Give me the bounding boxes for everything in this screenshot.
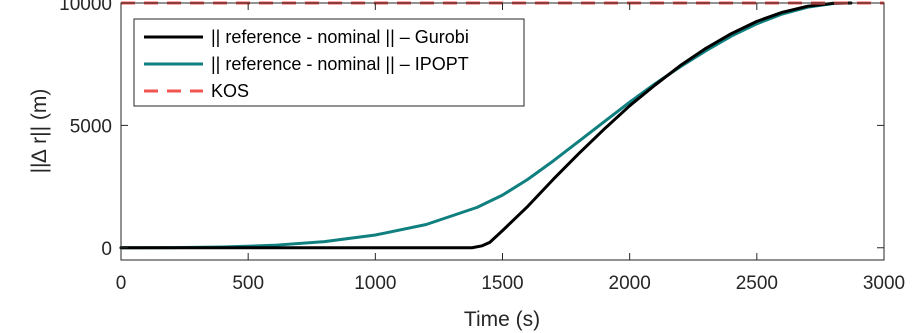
x-tick-label: 1000	[354, 273, 396, 294]
series-line-1	[119, 1, 853, 250]
legend: || reference - nominal || – Gurobi || ref…	[133, 18, 525, 107]
series-line-0	[119, 1, 853, 250]
x-tick-label: 2000	[609, 273, 651, 294]
x-tick-label: 2500	[736, 273, 778, 294]
x-axis-label: Time (s)	[464, 308, 540, 331]
axes-layer: 0 500 1000 1500 2000 2500 3000 0 5000 10000	[59, 0, 905, 294]
y-tick-label: 10000	[59, 0, 112, 15]
x-tick-label: 3000	[863, 273, 905, 294]
x-tick-label: 1500	[481, 273, 523, 294]
y-tick-label: 0	[101, 239, 112, 260]
x-tick-label: 0	[116, 273, 127, 294]
legend-label-0: || reference - nominal || – Gurobi	[211, 27, 469, 47]
y-axis-label: ||∆ r|| (m)	[28, 89, 51, 174]
legend-label-1: || reference - nominal || – IPOPT	[211, 54, 469, 74]
x-tick-label: 500	[232, 273, 264, 294]
legend-label-2: KOS	[211, 81, 249, 101]
y-tick-label: 5000	[70, 116, 112, 137]
